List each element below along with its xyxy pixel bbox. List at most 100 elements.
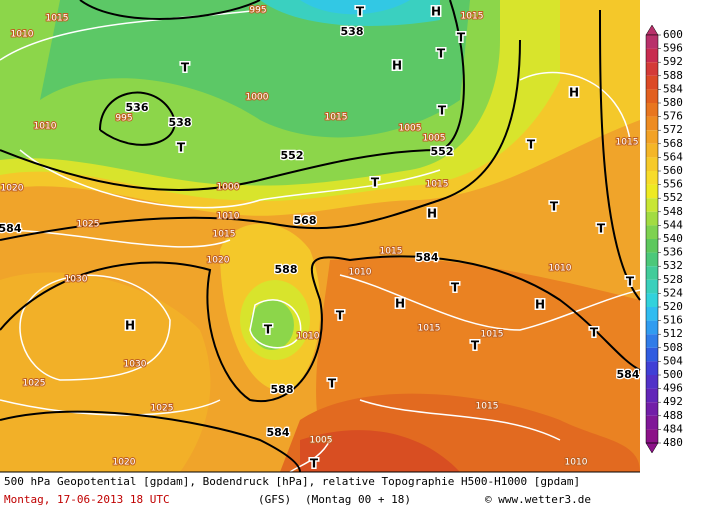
colorbar-label: 588	[663, 69, 683, 82]
pressure-center: H	[395, 297, 405, 311]
footer-site: © www.wetter3.de	[485, 493, 591, 506]
isobar-label: 1010	[217, 212, 240, 222]
pressure-center: T	[310, 457, 319, 471]
colorbar-label: 532	[663, 259, 683, 272]
isobar-label: 1005	[399, 124, 422, 134]
colorbar-band	[646, 48, 658, 63]
colorbar-band	[646, 239, 658, 253]
colorbar-band	[646, 429, 658, 443]
isobar-label: 995	[249, 6, 266, 16]
isobar-label: 1000	[246, 93, 269, 103]
colorbar-band	[646, 116, 658, 131]
isobar-label: 1010	[549, 264, 572, 274]
colorbar-label: 508	[663, 341, 683, 354]
pressure-center: T	[626, 275, 635, 289]
colorbar-band	[646, 157, 658, 171]
pressure-center: T	[550, 200, 559, 214]
map-field	[0, 0, 640, 472]
colorbar-label: 512	[663, 327, 683, 340]
geopotential-label: 584	[416, 251, 439, 264]
isobar-label: 1015	[476, 402, 499, 412]
isobar-label: 1015	[213, 230, 236, 240]
isobar-label: 1025	[23, 379, 46, 389]
colorbar-band	[646, 320, 658, 335]
colorbar-label: 560	[663, 164, 683, 177]
colorbar-band	[646, 89, 658, 103]
geopotential-label: 552	[281, 149, 304, 162]
pressure-center: H	[427, 207, 437, 221]
footer-model: (GFS)	[258, 493, 291, 506]
colorbar-band	[646, 35, 658, 49]
geopotential-label: 568	[294, 214, 317, 227]
isobars	[0, 9, 641, 473]
isobar-label: 1015	[380, 247, 403, 257]
isobar-label: 1025	[151, 404, 174, 414]
pressure-center: T	[328, 377, 337, 391]
colorbar-label: 516	[663, 314, 683, 327]
colorbar-label: 536	[663, 246, 683, 259]
colorbar-band	[646, 62, 658, 76]
colorbar-label: 528	[663, 273, 683, 286]
pressure-center: T	[264, 323, 273, 337]
colorbar-label: 592	[663, 55, 683, 68]
geopotential-label: 538	[169, 116, 192, 129]
isobar-label: 1015	[418, 324, 441, 334]
colorbar-label: 596	[663, 42, 683, 55]
geopotential-label: 584	[617, 368, 640, 381]
colorbar-label: 540	[663, 232, 683, 245]
colorbar-band	[646, 307, 658, 321]
colorbar-band	[646, 130, 658, 144]
colorbar-label: 580	[663, 96, 683, 109]
isobar-label: 1020	[207, 256, 230, 266]
pressure-center: T	[336, 309, 345, 323]
colorbar-band	[646, 293, 658, 307]
colorbar-band	[646, 252, 658, 267]
colorbar-band	[646, 198, 658, 212]
isobar-label: 1005	[310, 436, 333, 446]
isobar-label: 1025	[77, 220, 100, 230]
geopotential-lines	[0, 0, 641, 473]
isobar-label: 1000	[217, 183, 240, 193]
colorbar-band	[646, 334, 658, 348]
pressure-center: H	[125, 319, 135, 333]
pressure-center: T	[590, 326, 599, 340]
pressure-center: T	[181, 61, 190, 75]
isobar-label: 1015	[461, 12, 484, 22]
colorbar-band	[646, 103, 658, 117]
colorbar-label: 496	[663, 382, 683, 395]
isobar-label: 1015	[481, 330, 504, 340]
colorbar-label: 576	[663, 110, 683, 123]
colorbar-label: 488	[663, 409, 683, 422]
colorbar-band	[646, 225, 658, 239]
colorbar-band	[646, 171, 658, 185]
colorbar-band	[646, 266, 658, 280]
isobar-label: 1005	[423, 134, 446, 144]
colorbar-band	[646, 143, 658, 158]
isobar-label: 1010	[297, 332, 320, 342]
pressure-center: T	[451, 281, 460, 295]
colorbar-label: 584	[663, 82, 683, 95]
footer-run: (Montag 00 + 18)	[305, 493, 411, 506]
colorbar-label: 564	[663, 150, 683, 163]
colorbar-label: 480	[663, 436, 683, 449]
isobar-label: 1030	[124, 360, 147, 370]
pressure-center: H	[431, 5, 441, 19]
geopotential-label: 538	[341, 25, 364, 38]
isobar-label: 1010	[34, 122, 57, 132]
isobar-label: 1010	[349, 268, 372, 278]
colorbar-band	[646, 211, 658, 226]
isobar-label: 1015	[46, 14, 69, 24]
colorbar-label: 556	[663, 178, 683, 191]
geopotential-label: 584	[267, 426, 290, 439]
isobar-label: 1030	[65, 275, 88, 285]
geopotential-label: 584	[0, 222, 22, 235]
pressure-center: H	[392, 59, 402, 73]
colorbar-band	[646, 75, 658, 90]
isobar-label: 1020	[113, 458, 136, 468]
colorbar-band	[646, 279, 658, 294]
colorbar-label: 600	[663, 28, 683, 41]
pressure-center: H	[535, 298, 545, 312]
isobar-label: 995	[115, 114, 132, 124]
